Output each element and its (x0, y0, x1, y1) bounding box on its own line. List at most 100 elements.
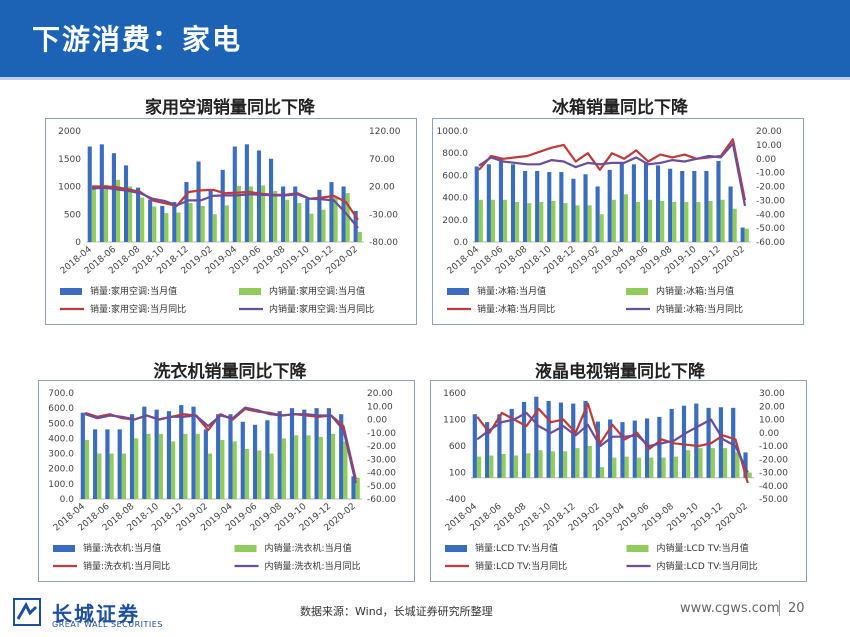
bar-sales (208, 189, 213, 242)
y-left-tick-label: 1500 (58, 155, 81, 165)
bar-domestic (343, 441, 348, 499)
bar-sales (216, 414, 221, 499)
chart-title-washer: 洗衣机销量同比下降 (153, 362, 307, 382)
bar-domestic (330, 433, 336, 499)
bar-sales (558, 402, 564, 478)
bar-sales (252, 424, 258, 499)
bar-domestic (686, 450, 691, 478)
bar-domestic (673, 456, 678, 478)
y-left-tick-label: 600 (449, 442, 466, 452)
bar-sales (277, 411, 282, 499)
legend-label: 销量:LCD TV:当月同比 (475, 560, 567, 572)
y-right-tick-label: 20.00 (369, 183, 395, 193)
bar-domestic (747, 472, 752, 478)
legend-label: 内销量:洗衣机:当月值 (265, 542, 352, 554)
bar-sales (228, 414, 233, 499)
y-left-tick-label: 100.0 (48, 480, 74, 490)
legend-label: 销量:冰箱:当月值 (477, 285, 546, 297)
data-source-note: 数据来源：Wind，长城证券研究所整理 (300, 605, 493, 618)
bar-domestic (611, 199, 616, 242)
bar-domestic (612, 457, 617, 478)
line-domestic-yoy (476, 411, 749, 473)
y-left-tick-label: 500 (64, 210, 81, 220)
bar-sales (474, 166, 479, 242)
bar-sales (595, 421, 600, 478)
bar-domestic (722, 448, 728, 478)
bar-sales (497, 414, 502, 478)
bar-domestic (527, 203, 532, 242)
bar-sales (472, 414, 477, 478)
y-left-tick-label: 1000 (58, 183, 81, 193)
bar-domestic (661, 457, 666, 478)
bar-sales (692, 170, 697, 242)
bar-domestic (158, 433, 163, 499)
bar-domestic (91, 187, 96, 242)
bar-domestic (720, 199, 725, 242)
legend-swatch-bar (447, 288, 469, 295)
bar-sales (619, 162, 624, 242)
y-right-tick-label: -60.00 (367, 495, 396, 505)
bar-domestic (176, 212, 181, 242)
y-left-tick-label: 1100 (443, 416, 466, 426)
bar-domestic (140, 197, 145, 242)
y-right-tick-label: -30.00 (367, 455, 396, 465)
bar-sales (718, 407, 723, 478)
bar-domestic (489, 455, 494, 478)
bar-domestic (708, 200, 713, 242)
y-right-tick-label: -10.00 (367, 429, 396, 439)
y-right-tick-label: 20.00 (367, 389, 393, 399)
legend-label: 销量:冰箱:当月同比 (477, 303, 555, 315)
legend-label: 内销量:家用空调:当月同比 (269, 303, 374, 315)
bar-domestic (698, 448, 703, 478)
bar-domestic (318, 436, 323, 499)
bar-domestic (515, 202, 520, 242)
y-right-tick-label: 0.00 (756, 155, 776, 165)
bar-sales (716, 160, 721, 242)
bar-sales (546, 400, 551, 478)
legend-label: 销量:家用空调:当月值 (90, 285, 177, 297)
y-left-tick-label: 400.0 (48, 434, 74, 444)
bar-sales (293, 186, 298, 242)
bar-domestic (103, 184, 108, 242)
legend-label: 销量:洗衣机:当月同比 (83, 560, 170, 572)
y-left-tick-label: 0.0 (454, 238, 469, 248)
website-url[interactable]: www.cgws.com (680, 601, 780, 616)
bar-domestic (109, 453, 114, 499)
bar-domestic (744, 228, 749, 242)
page-title: 下游消费：家电 (32, 23, 243, 56)
bar-sales (105, 429, 110, 499)
bar-domestic (538, 450, 543, 478)
bar-domestic (309, 213, 314, 242)
y-right-tick-label: -50.00 (756, 224, 785, 234)
bar-sales (740, 227, 745, 242)
bar-sales (166, 411, 172, 499)
page-number: 20 (788, 601, 805, 616)
bar-domestic (513, 455, 519, 478)
bar-sales (172, 202, 177, 242)
bar-sales (559, 172, 564, 242)
legend-label: 销量:LCD TV:当月值 (475, 542, 558, 554)
bar-sales (668, 168, 673, 242)
bar-sales (681, 405, 687, 478)
bar-domestic (732, 208, 737, 242)
bar-sales (608, 419, 613, 478)
legend-label: 内销量:家用空调:当月值 (269, 285, 365, 297)
y-right-tick-label: 20.00 (759, 402, 785, 412)
bar-sales (317, 189, 322, 242)
bar-domestic (207, 453, 213, 499)
bar-domestic (248, 186, 254, 242)
y-right-tick-label: -50.00 (759, 495, 788, 505)
bar-sales (657, 416, 662, 478)
logo-english-name: GREAT WALL SECURITIES (52, 620, 163, 629)
bar-domestic (333, 197, 338, 242)
bar-domestic (587, 446, 592, 478)
bar-sales (607, 169, 612, 242)
y-right-tick-label: 10.00 (367, 402, 393, 412)
bar-sales (731, 407, 736, 478)
bar-sales (728, 186, 733, 242)
bar-domestic (563, 451, 568, 478)
chart-panel-washer: 0.0 100.0 200.0 300.0 400.0 500.0 600.0 700.0 -6… (38, 380, 415, 582)
bar-sales (498, 157, 503, 242)
legend-label: 内销量:洗衣机:当月同比 (265, 560, 361, 572)
bar-sales (314, 408, 319, 499)
